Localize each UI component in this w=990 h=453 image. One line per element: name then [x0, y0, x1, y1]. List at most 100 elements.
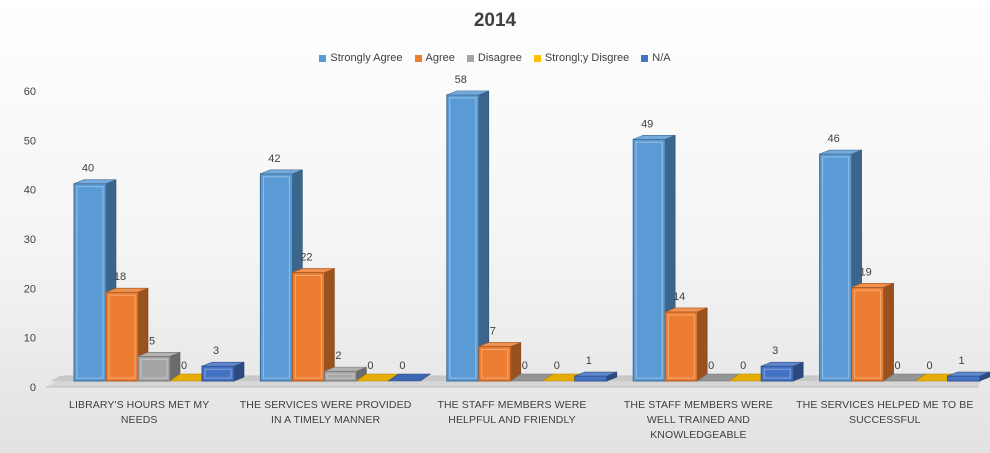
x-tick-label: WELL TRAINED AND [647, 414, 750, 426]
data-label: 49 [641, 118, 653, 130]
data-label: 2 [335, 350, 341, 362]
legend-label: Strongl;y Disgree [544, 52, 630, 64]
legend: Strongly Agree Agree Disagree Strongl;y Dis… [0, 52, 990, 64]
y-tick-label: 0 [30, 382, 36, 394]
data-label: 0 [522, 360, 528, 372]
bar-top [105, 287, 149, 293]
bar [105, 291, 139, 382]
bar-top [137, 352, 181, 357]
bar-top [446, 90, 489, 96]
bar [446, 94, 480, 382]
bar-highlight [294, 274, 322, 379]
bar-side [478, 90, 490, 382]
bar [323, 370, 357, 382]
bar-highlight [262, 176, 290, 379]
bar [291, 271, 325, 382]
data-label: 1 [959, 355, 965, 367]
x-tick-label: NEEDS [121, 414, 158, 426]
bar-top [260, 169, 303, 175]
data-label: 0 [895, 360, 901, 372]
data-label: 40 [82, 163, 94, 175]
legend-swatch [466, 54, 474, 62]
bar-highlight [635, 141, 663, 379]
bar [259, 173, 293, 382]
bar [201, 365, 235, 382]
bar-side [883, 282, 894, 382]
bar [137, 355, 171, 382]
data-label: 0 [181, 360, 187, 372]
data-label: 7 [490, 325, 496, 337]
y-tick-label: 10 [24, 333, 36, 345]
y-tick-label: 50 [24, 135, 36, 147]
bar-highlight [108, 294, 136, 379]
x-tick-label: SUCCESSFUL [849, 414, 921, 426]
bar-side [324, 268, 335, 382]
data-label: 0 [367, 360, 373, 372]
legend-label: N/A [652, 52, 671, 64]
y-tick-label: 20 [24, 283, 36, 295]
data-label: 46 [827, 133, 839, 145]
data-label: 3 [213, 345, 219, 357]
legend-swatch [641, 54, 649, 62]
data-label: 0 [554, 360, 560, 372]
bar-top [324, 366, 367, 372]
legend-item: Strongl;y Disgree [533, 52, 630, 64]
legend-swatch [319, 54, 327, 62]
bar-highlight [326, 373, 354, 379]
legend-item: Agree [414, 52, 455, 64]
bar-top [665, 307, 708, 313]
data-label: 0 [399, 360, 405, 372]
y-tick-label: 30 [24, 234, 36, 246]
bar-top [851, 282, 894, 288]
data-label: 3 [772, 345, 778, 357]
bar-highlight [854, 289, 882, 379]
y-tick-label: 60 [24, 86, 36, 98]
bar [73, 183, 107, 382]
bar-top [292, 268, 335, 273]
x-tick-label: KNOWLEDGEABLE [650, 429, 746, 441]
data-label: 0 [708, 360, 714, 372]
legend-item: Disagree [466, 52, 522, 64]
x-tick-label: THE STAFF MEMBERS WERE [624, 399, 773, 411]
data-label: 0 [740, 360, 746, 372]
data-label: 58 [455, 74, 467, 86]
bar-top [633, 134, 676, 140]
bar-top [761, 361, 804, 367]
bar-highlight [763, 368, 791, 379]
bar [851, 286, 885, 382]
legend-swatch [533, 54, 541, 62]
bar-highlight [204, 368, 232, 379]
legend-item: Strongly Agree [319, 52, 403, 64]
legend-swatch [414, 54, 422, 62]
bar [664, 311, 698, 382]
bar-top [201, 361, 245, 367]
bar [478, 345, 512, 382]
x-tick-label: THE SERVICES WERE PROVIDED [240, 399, 412, 411]
x-tick-label: THE STAFF MEMBERS WERE [437, 399, 586, 411]
legend-label: Agree [425, 52, 455, 64]
data-label: 42 [268, 153, 280, 165]
x-tick-label: THE SERVICES HELPED ME TO BE [796, 399, 973, 411]
bar-highlight [449, 97, 477, 379]
data-label: 22 [300, 251, 312, 263]
bar-top [73, 179, 117, 184]
y-tick-label: 40 [24, 185, 36, 197]
data-label: 0 [927, 360, 933, 372]
legend-label: Strongly Agree [330, 52, 403, 64]
bar [947, 375, 981, 382]
bar-top [819, 149, 862, 155]
data-label: 19 [859, 266, 871, 278]
bar-side [696, 307, 708, 382]
bar [387, 373, 432, 382]
legend-label: Disagree [477, 52, 522, 64]
data-label: 5 [149, 335, 155, 347]
x-tick-label: LIBRARY'S HOURS MET MY [69, 399, 209, 411]
bar [574, 375, 608, 382]
bar-top [478, 342, 521, 347]
data-label: 14 [673, 291, 685, 303]
bar-highlight [76, 186, 104, 379]
x-tick-label: IN A TIMELY MANNER [271, 414, 380, 426]
chart-title: 2014 [473, 10, 517, 31]
